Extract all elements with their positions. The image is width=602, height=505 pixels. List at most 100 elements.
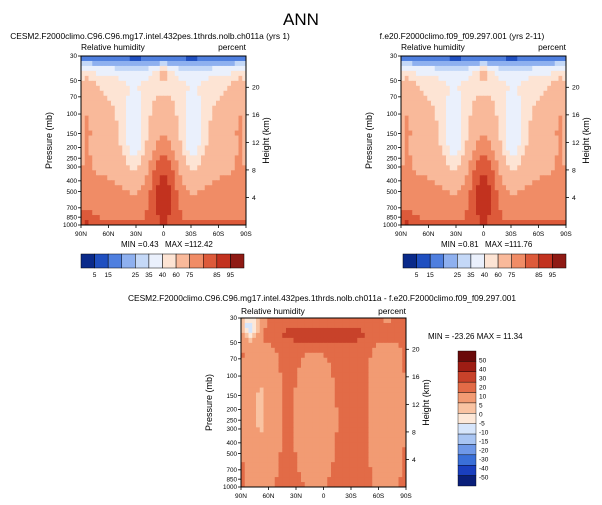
panel2-cell-1311	[532, 200, 537, 206]
panel2-cell-547	[472, 115, 477, 122]
panel1-ylabel: Pressure (mb)	[44, 112, 54, 169]
panel3-cell-818	[338, 407, 343, 413]
panel3-cell-980	[286, 427, 291, 433]
panel2-cell-23	[487, 56, 492, 62]
panel3-cell-903	[327, 417, 332, 423]
panel2-cell-834	[558, 145, 563, 151]
panel2-cell-146	[453, 70, 458, 77]
panel1-cell-231	[122, 80, 127, 87]
panel1-cell-806	[133, 145, 138, 151]
panel1-cell-1337	[144, 205, 149, 211]
panel3-cell-962	[383, 422, 388, 428]
panel3-cell-251	[357, 342, 362, 349]
panel1-cell-1269	[219, 195, 224, 201]
panel3-cell-981	[289, 427, 294, 433]
panel1-cell-897	[144, 155, 149, 161]
panel2-cell-484	[401, 110, 406, 117]
panel1-cell-303	[227, 85, 232, 92]
panel1-cell-1266	[208, 195, 213, 201]
panel2-cell-691	[517, 130, 522, 137]
panel1-cell-1276	[81, 200, 86, 206]
panel3-cell-1360	[391, 467, 396, 473]
panel2-cell-31	[517, 56, 522, 62]
panel1-cell-1019	[107, 170, 112, 176]
panel3-cell-130	[398, 327, 403, 334]
panel1-cell-110	[163, 65, 168, 72]
panel3-cell-952	[346, 422, 351, 428]
panel2-cell-1173	[509, 185, 514, 191]
panel3-cell-783	[372, 402, 377, 408]
panel2-cell-280	[461, 85, 466, 92]
panel2-cell-419	[487, 100, 492, 107]
panel1-cell-360	[111, 95, 116, 102]
panel3-cell-11	[282, 318, 287, 324]
panel1-cell-1338	[148, 205, 153, 211]
panel3-cell-1479	[342, 482, 347, 488]
panel1-cell-305	[234, 85, 239, 92]
panel3-cell-249	[349, 342, 354, 349]
panel3-cell-1407	[402, 472, 407, 478]
panel2-cell-1119	[472, 180, 477, 186]
panel1-cell-765	[144, 140, 149, 146]
panel3-cell-110	[323, 327, 328, 334]
panel3-cell-768	[316, 402, 321, 408]
panel2-cell-174	[558, 70, 563, 77]
panel1-cell-1222	[208, 190, 213, 196]
panel3-cell-945	[319, 422, 324, 428]
panel1-cell-1368	[96, 210, 101, 216]
panel1-cell-195	[152, 75, 157, 82]
panel2-cell-1306	[513, 200, 518, 206]
panel2-cell-953	[509, 160, 514, 166]
panel1-cell-1218	[193, 190, 198, 196]
panel3-cell-1055	[402, 432, 407, 438]
panel1-cell-541	[129, 115, 134, 122]
panel2-cell-996	[506, 165, 511, 171]
panel3-cell-582	[278, 382, 283, 389]
panel2-cell-469	[509, 105, 514, 112]
panel1-cell-62	[148, 60, 153, 67]
panel2-cell-422	[498, 100, 503, 107]
panel2-cell-823	[517, 145, 522, 151]
panel2-cell-1002	[528, 165, 533, 171]
panel1-cell-1492	[231, 220, 236, 226]
panel1-cell-686	[178, 130, 183, 137]
panel1-cell-167	[212, 70, 217, 77]
panel1-cell-460	[156, 105, 161, 112]
panel2-cell-328	[476, 90, 481, 97]
panel3-cell-1033	[319, 432, 324, 438]
panel1-cell-1027	[137, 170, 142, 176]
panel3-cell-712	[271, 397, 276, 403]
panel3-cell-6	[263, 318, 268, 324]
panel1-cell-1239	[107, 195, 112, 201]
panel2-cell-937	[449, 160, 454, 166]
panel2-cell-666	[423, 130, 428, 137]
panel3-cell-1258	[338, 457, 343, 463]
panel3-cell-364	[286, 357, 291, 364]
panel2-cell-264	[401, 85, 406, 92]
panel1-cell-10	[118, 56, 123, 62]
panel3-cell-433	[379, 362, 384, 369]
panel3-cell-201	[334, 337, 339, 344]
panel2-cell-719	[457, 135, 462, 141]
panel2-cell-451	[442, 105, 447, 112]
panel3-cell-843	[267, 412, 272, 418]
panel3-cell-309	[244, 352, 249, 359]
panel3-cell-597	[334, 382, 339, 389]
panel1-cell-76	[201, 60, 206, 67]
panel3-cell-405	[274, 362, 279, 369]
panel3-cell-432	[376, 362, 381, 369]
panel1-cell-1454	[88, 220, 93, 226]
panel3-cell-497	[289, 372, 294, 379]
panel3-cell-369	[304, 357, 309, 364]
panel1-cell-708	[96, 135, 101, 141]
panel1-cell-780	[201, 140, 206, 146]
panel3-cell-384	[361, 357, 366, 364]
panel3-cell-540	[286, 377, 291, 384]
panel3-cell-1464	[286, 482, 291, 488]
panel2-cell-1381	[464, 210, 469, 216]
panel2-cell-741	[539, 135, 544, 141]
panel1-cell-35	[212, 56, 217, 62]
panel2-cell-542	[453, 115, 458, 122]
panel1-cell-808	[141, 145, 146, 151]
colorbar3-label: 40	[479, 366, 487, 373]
